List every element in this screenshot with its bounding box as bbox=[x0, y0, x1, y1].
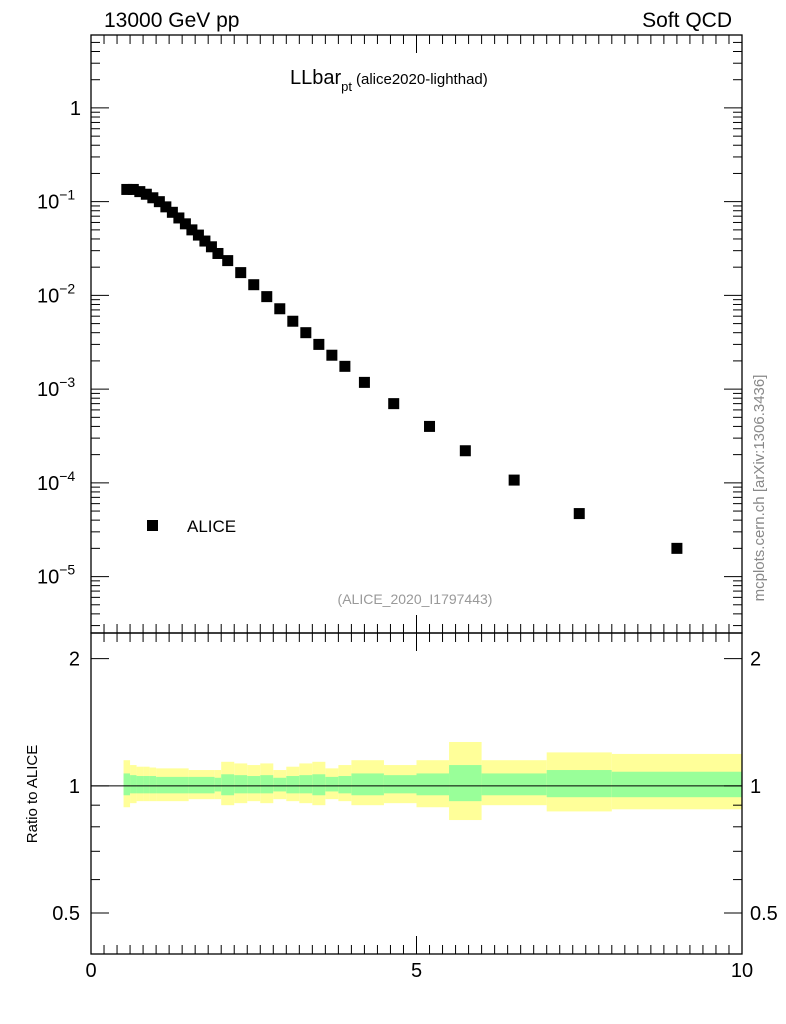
ratio-y-tick-label-right: 0.5 bbox=[750, 903, 778, 925]
main-panel-ticks bbox=[90, 34, 743, 633]
data-point bbox=[573, 508, 585, 520]
legend-label: ALICE bbox=[187, 517, 236, 536]
ratio-y-tick-label-left: 0.5 bbox=[52, 903, 80, 925]
analysis-tag: (ALICE_2020_I1797443) bbox=[338, 591, 493, 607]
data-point bbox=[173, 212, 185, 224]
y-tick-label: 1 bbox=[70, 98, 81, 120]
ratio-y-tick-label-right: 2 bbox=[750, 649, 761, 671]
main-title: LLbarpt (alice2020-lighthad) bbox=[290, 67, 488, 94]
data-point bbox=[300, 327, 312, 339]
data-point bbox=[205, 241, 217, 253]
ratio-inner-band bbox=[325, 776, 339, 792]
process-label: Soft QCD bbox=[642, 9, 732, 32]
ratio-inner-band bbox=[214, 777, 222, 792]
x-tick-label: 0 bbox=[85, 960, 96, 982]
ratio-inner-band bbox=[611, 771, 742, 798]
side-credit-label: mcplots.cern.ch [arXiv:1306.3436] bbox=[751, 375, 768, 602]
data-point bbox=[671, 542, 683, 554]
ratio-inner-band bbox=[286, 776, 300, 794]
y-tick-label: 10−3 bbox=[37, 374, 75, 401]
ratio-inner-band bbox=[351, 773, 384, 796]
energy-label: 13000 GeV pp bbox=[104, 9, 240, 32]
ratio-inner-band bbox=[234, 775, 248, 794]
data-point bbox=[339, 360, 351, 372]
data-markers bbox=[121, 183, 683, 554]
data-point bbox=[160, 201, 172, 213]
ratio-inner-band bbox=[156, 776, 189, 794]
ratio-inner-band bbox=[383, 775, 417, 794]
data-point bbox=[248, 279, 260, 291]
data-point bbox=[153, 196, 165, 208]
ratio-inner-band bbox=[130, 775, 137, 794]
y-tick-label: 10−4 bbox=[37, 468, 75, 495]
ratio-inner-band bbox=[136, 776, 144, 794]
data-point bbox=[121, 183, 133, 195]
legend-marker bbox=[147, 520, 158, 531]
data-point bbox=[134, 186, 146, 198]
ratio-y-tick-label-left: 2 bbox=[69, 649, 80, 671]
data-point bbox=[388, 398, 400, 410]
y-tick-label: 10−2 bbox=[37, 280, 75, 307]
ratio-inner-band bbox=[260, 775, 274, 794]
ratio-inner-band bbox=[312, 774, 326, 796]
ratio-inner-band bbox=[247, 776, 261, 794]
ratio-inner-band bbox=[449, 765, 482, 802]
data-point bbox=[222, 255, 234, 267]
data-point bbox=[140, 188, 152, 200]
data-point bbox=[192, 229, 204, 241]
ratio-inner-band bbox=[123, 773, 131, 796]
ratio-inner-band bbox=[299, 775, 313, 794]
x-tick-label: 5 bbox=[411, 960, 422, 982]
y-tick-label: 10−1 bbox=[37, 187, 75, 214]
ratio-y-tick-label-right: 1 bbox=[750, 776, 761, 798]
data-point bbox=[459, 445, 471, 457]
ratio-y-axis-label: Ratio to ALICE bbox=[24, 745, 41, 843]
data-point bbox=[313, 338, 325, 350]
data-point bbox=[179, 218, 191, 230]
ratio-y-tick-labels: 0.5 0.5 1 1 2 2 bbox=[52, 649, 778, 925]
ratio-inner-band bbox=[149, 776, 157, 794]
main-y-tick-labels: 1 10−1 10−2 10−3 10−4 10−5 bbox=[37, 98, 81, 589]
data-point bbox=[287, 315, 299, 327]
data-point bbox=[199, 235, 211, 247]
ratio-inner-band bbox=[273, 777, 287, 792]
data-point bbox=[358, 376, 370, 388]
ratio-inner-band bbox=[546, 770, 612, 798]
ratio-inner-band bbox=[221, 774, 235, 796]
data-point bbox=[508, 474, 520, 486]
main-panel-frame bbox=[90, 34, 743, 634]
ratio-inner-band bbox=[143, 776, 150, 794]
ratio-inner-band bbox=[188, 776, 215, 794]
data-point bbox=[212, 247, 224, 259]
data-point bbox=[326, 349, 338, 361]
y-tick-label: 10−5 bbox=[37, 562, 75, 589]
x-tick-labels: 0 5 10 bbox=[85, 960, 753, 982]
x-tick-label: 10 bbox=[731, 960, 753, 982]
data-point bbox=[147, 192, 159, 204]
ratio-inner-band bbox=[481, 773, 547, 796]
data-point bbox=[261, 291, 273, 303]
data-point bbox=[186, 224, 198, 236]
data-point bbox=[166, 206, 178, 218]
data-point bbox=[424, 420, 436, 432]
ratio-y-tick-label-left: 1 bbox=[69, 776, 80, 798]
ratio-inner-band bbox=[338, 776, 352, 794]
data-point bbox=[127, 183, 139, 195]
ratio-panel-frame bbox=[90, 632, 743, 955]
ratio-uncertainty-bands bbox=[123, 741, 742, 821]
data-point bbox=[274, 303, 286, 315]
ratio-inner-band bbox=[416, 773, 450, 796]
data-point bbox=[235, 267, 247, 279]
